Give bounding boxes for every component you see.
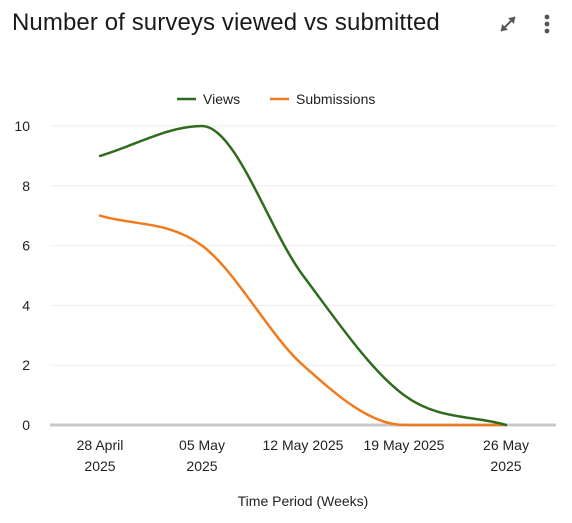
series-line-submissions xyxy=(98,214,508,427)
y-axis-ticks: 0 2 4 6 8 10 xyxy=(14,118,30,433)
x-axis-title: Time Period (Weeks) xyxy=(238,493,369,509)
chart-header: Number of surveys viewed vs submitted xyxy=(0,0,572,50)
legend-label: Submissions xyxy=(296,91,375,107)
more-vertical-icon[interactable] xyxy=(533,10,561,38)
y-tick-label: 8 xyxy=(22,178,30,194)
y-tick-label: 0 xyxy=(22,417,30,433)
y-tick-label: 4 xyxy=(22,297,30,313)
series-line-views xyxy=(98,124,508,427)
y-tick-label: 2 xyxy=(22,357,30,373)
chart-title: Number of surveys viewed vs submitted xyxy=(12,9,440,36)
legend-item-views[interactable]: Views xyxy=(177,91,240,107)
x-tick-label: 12 May 2025 xyxy=(263,437,344,453)
y-tick-label: 6 xyxy=(22,238,30,254)
x-tick-label: 19 May 2025 xyxy=(364,437,445,453)
y-tick-label: 10 xyxy=(14,118,30,134)
legend-item-submissions[interactable]: Submissions xyxy=(270,91,375,107)
legend: Views Submissions xyxy=(177,91,375,107)
x-tick-label: 26 May 2025 xyxy=(483,437,529,474)
x-axis-ticks: 28 April 2025 05 May 2025 12 May 2025 19 May … xyxy=(77,437,529,474)
expand-arrows-icon[interactable] xyxy=(494,10,522,38)
x-tick-label: 05 May 2025 xyxy=(179,437,225,474)
series-lines xyxy=(98,124,508,427)
legend-label: Views xyxy=(203,91,240,107)
x-tick-label: 28 April 2025 xyxy=(77,437,124,474)
